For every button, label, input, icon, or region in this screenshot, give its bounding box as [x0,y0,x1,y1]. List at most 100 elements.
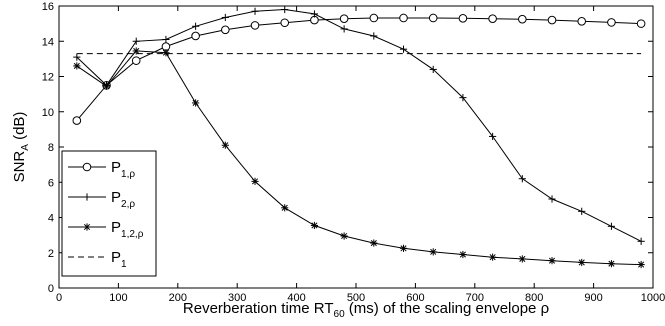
legend: P1,ρ P2,ρ P1,2,ρ P1 [61,150,157,277]
data-point-asterisk [83,223,91,231]
data-point-asterisk [102,82,111,90]
legend-item: P1,ρ [68,159,135,180]
data-point-circle [458,14,468,23]
data-point-asterisk [429,248,437,256]
data-point-plus [192,22,200,30]
data-point-plus [132,37,140,45]
data-point-circle [280,18,290,28]
series-3 [73,47,645,269]
data-point-circle [428,13,438,23]
x-axis-label: Reverberation time RT60 (ms) of the scal… [183,300,549,320]
data-point-asterisk [281,204,289,212]
x-tick-label: 500 [347,292,365,304]
data-point-plus [578,207,586,215]
plot-area [58,5,654,289]
data-point-asterisk [607,260,616,268]
data-point-plus [281,5,289,14]
data-point-circle [399,13,408,23]
series-line [76,50,642,266]
data-point-plus [221,13,229,22]
legend-label: P1,2,ρ [111,219,144,240]
data-point-circle [72,116,82,125]
data-point-plus [340,25,348,33]
data-point-asterisk [221,141,229,149]
data-point-circle [518,14,527,24]
x-tick-label: 600 [406,292,424,304]
data-point-asterisk [73,62,81,70]
x-tick-label: 700 [466,292,484,304]
x-tick-label: 800 [525,292,543,304]
x-tick-label: 200 [169,292,187,304]
data-point-circle [339,14,349,23]
data-point-plus [548,195,556,203]
series-line [76,17,642,121]
x-tick-label: 0 [56,292,62,304]
legend-box [61,150,157,277]
data-point-circle [131,56,141,65]
data-point-plus [607,222,616,230]
data-point-asterisk [370,239,378,247]
x-tick-label: 900 [584,292,602,304]
data-point-circle [577,17,587,26]
legend-label: P2,ρ [111,189,135,210]
data-point-asterisk [132,47,140,55]
data-point-circle [547,15,557,25]
data-point-circle [82,162,92,172]
data-point-asterisk [162,49,170,57]
data-point-asterisk [518,255,526,263]
x-tick-label: 400 [287,292,305,304]
y-tick-label: 16 [42,1,54,13]
plot-frame [58,5,654,289]
data-point-plus [429,65,437,74]
legend-item: P2,ρ [68,189,135,210]
data-point-asterisk [489,253,497,261]
series-line [76,8,642,242]
y-tick-label: 12 [42,72,54,84]
data-point-circle [191,31,200,41]
data-point-plus [73,53,81,61]
data-point-plus [310,10,319,18]
legend-item: P1,2,ρ [68,219,144,240]
data-point-circle [221,25,230,35]
x-tick-label: 100 [109,292,127,304]
data-point-plus [637,237,645,245]
y-tick-label: 10 [42,107,54,119]
data-point-circle [636,19,646,28]
data-point-plus [459,94,467,102]
y-axis-label: SNRA (dB) [11,112,31,183]
data-point-plus [162,35,170,44]
data-point-circle [250,21,260,30]
data-point-asterisk [251,177,259,185]
data-point-asterisk [578,258,586,267]
data-point-asterisk [310,221,319,230]
x-tick-label: 1000 [641,292,665,304]
axes: 0 100 200 300 400 500 600 700 800 900 1000 0 2 4 6 8 10 1… [42,1,665,304]
data-point-asterisk [340,232,348,240]
data-point-plus [518,175,526,183]
data-point-asterisk [192,99,200,107]
data-point-circle [369,13,379,23]
legend-label: P1,ρ [111,159,135,180]
data-point-plus [251,7,259,15]
y-tick-label: 6 [48,177,54,189]
series-group [72,5,646,269]
data-point-circle [488,14,497,23]
data-point-asterisk [548,257,556,265]
y-tick-label: 8 [48,142,54,154]
y-tick-label: 14 [42,36,54,48]
data-point-circle [607,18,616,27]
data-point-asterisk [399,244,408,252]
data-point-plus [83,193,91,201]
data-point-asterisk [637,260,645,269]
data-point-plus [489,132,497,141]
legend-item: P1 [68,249,127,270]
data-point-plus [370,32,378,40]
legend-label: P1 [111,249,127,270]
x-tick-label: 300 [228,292,246,304]
data-point-plus [399,45,408,53]
y-tick-label: 0 [48,283,54,295]
y-tick-label: 4 [48,213,54,225]
y-tick-label: 2 [48,248,54,260]
data-point-asterisk [459,250,467,259]
